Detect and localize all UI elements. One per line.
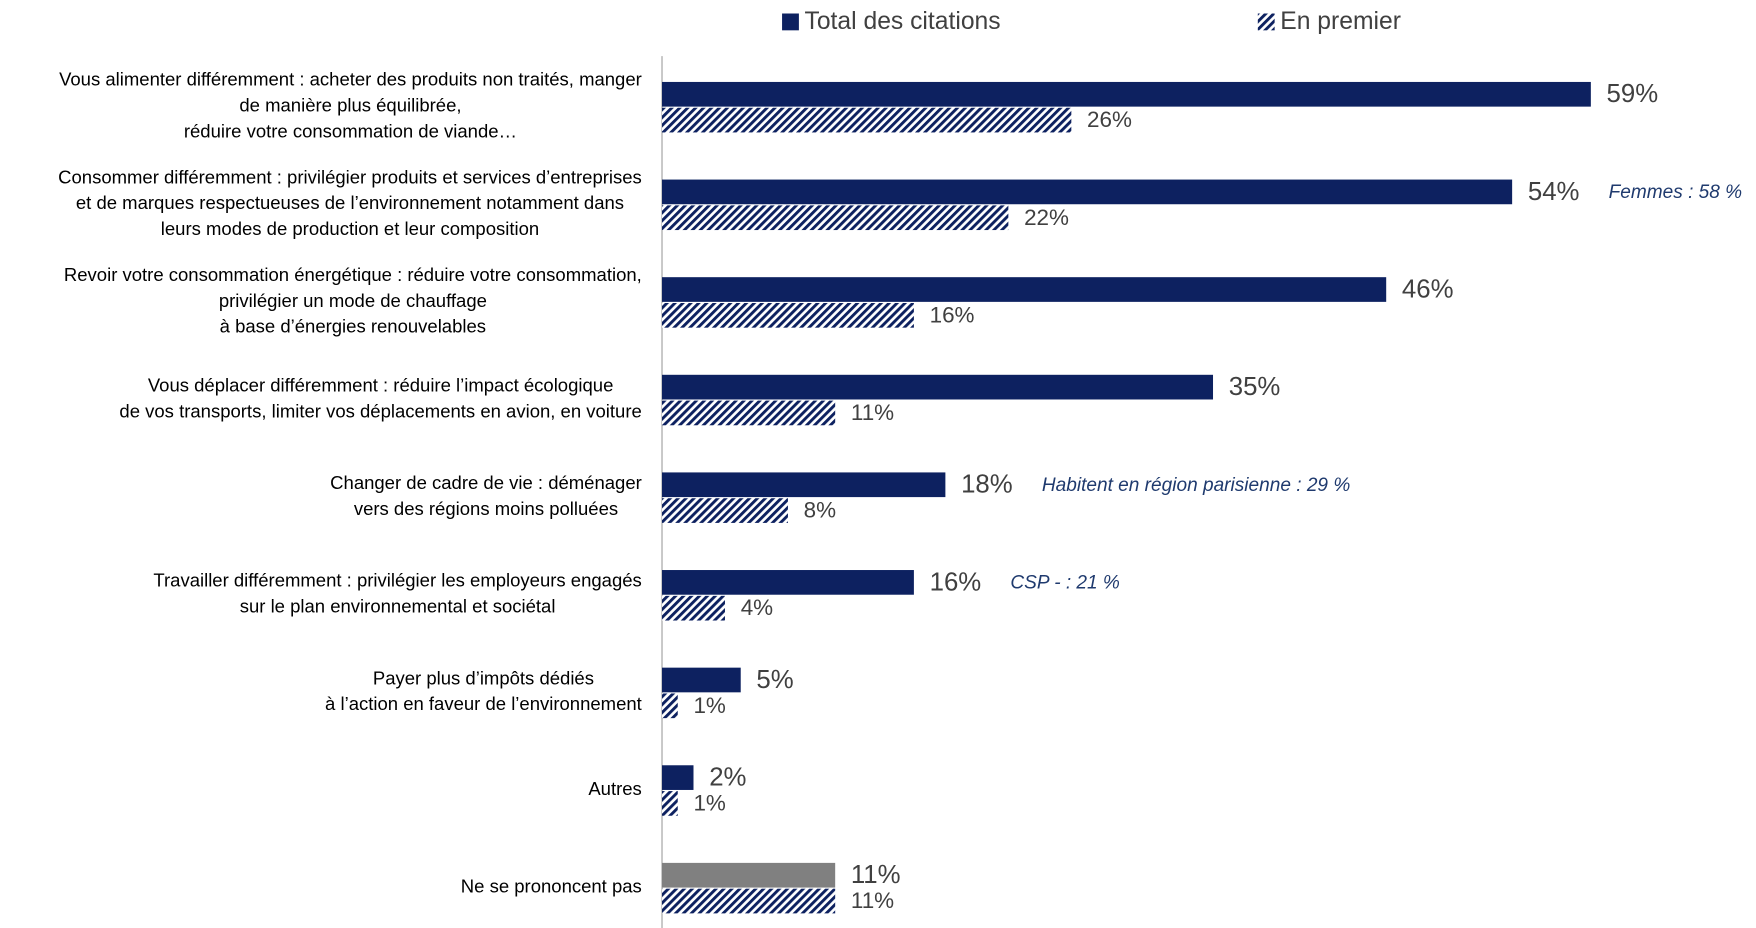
bar (662, 302, 914, 328)
bar (662, 374, 1214, 400)
value-label: 35% (1229, 373, 1281, 401)
category-label: Payer plus d’impôts dédiés (373, 667, 594, 688)
category-label: Consommer différemment : privilégier pro… (58, 166, 642, 187)
value-label: 54% (1528, 178, 1580, 206)
category-label: à l’action en faveur de l’environnement (325, 693, 642, 714)
category-label: sur le plan environnemental et sociétal (240, 596, 556, 617)
value-label: 46% (1402, 275, 1454, 303)
value-label: 11% (851, 400, 894, 425)
annotation: Habitent en région parisienne : 29 % (1042, 475, 1350, 496)
value-label: 1% (693, 790, 725, 815)
category-label: privilégier un mode de chauffage (219, 290, 487, 311)
legend-swatch (782, 13, 799, 31)
bar (662, 667, 741, 693)
category-label: Changer de cadre de vie : déménager (330, 472, 642, 493)
value-label: 11% (851, 861, 901, 889)
bar (662, 472, 946, 498)
category-label: Travailler différemment : privilégier le… (153, 570, 641, 591)
value-label: 16% (930, 568, 982, 596)
value-label: 2% (709, 764, 746, 792)
bar (662, 179, 1513, 205)
bar (662, 498, 788, 523)
bar (662, 765, 694, 790)
bar (662, 107, 1072, 133)
bar (662, 81, 1591, 107)
annotation: Femmes : 58 % (1609, 182, 1743, 203)
bar (662, 277, 1387, 302)
value-label: 59% (1607, 80, 1659, 108)
bar (662, 791, 678, 816)
category-label: Revoir votre consommation énergétique : … (64, 264, 642, 285)
bar (662, 570, 914, 595)
value-label: 11% (851, 888, 894, 913)
value-label: 18% (961, 471, 1013, 499)
category-label: vers des régions moins polluées (354, 498, 618, 519)
value-label: 8% (804, 498, 836, 523)
legend-swatch (1257, 13, 1275, 31)
category-label: leurs modes de production et leur compos… (161, 218, 539, 239)
bar (662, 205, 1009, 231)
category-label: de vos transports, limiter vos déplaceme… (119, 400, 641, 421)
category-label: Vous déplacer différemment : réduire l’i… (148, 374, 614, 395)
legend-label: Total des citations (805, 8, 1001, 35)
value-label: 22% (1024, 205, 1069, 230)
value-label: 16% (930, 302, 975, 327)
bar (662, 888, 836, 914)
category-label: Vous alimenter différemment : acheter de… (59, 69, 642, 90)
category-label: et de marques respectueuses de l’environ… (76, 192, 624, 213)
category-label: de manière plus équilibrée, (239, 95, 461, 116)
bar (662, 862, 836, 888)
category-label: Autres (588, 778, 641, 799)
bar (662, 693, 678, 719)
value-label: 26% (1087, 107, 1132, 132)
value-label: 1% (693, 693, 725, 718)
category-label: à base d’énergies renouvelables (220, 316, 486, 337)
bar (662, 595, 725, 621)
annotation: CSP - : 21 % (1010, 573, 1120, 594)
category-label: réduire votre consommation de viande… (184, 120, 517, 141)
value-label: 5% (756, 666, 793, 694)
value-label: 4% (741, 595, 773, 620)
category-label: Ne se prononcent pas (461, 875, 642, 896)
bar (662, 400, 836, 426)
legend-label: En premier (1280, 8, 1401, 35)
